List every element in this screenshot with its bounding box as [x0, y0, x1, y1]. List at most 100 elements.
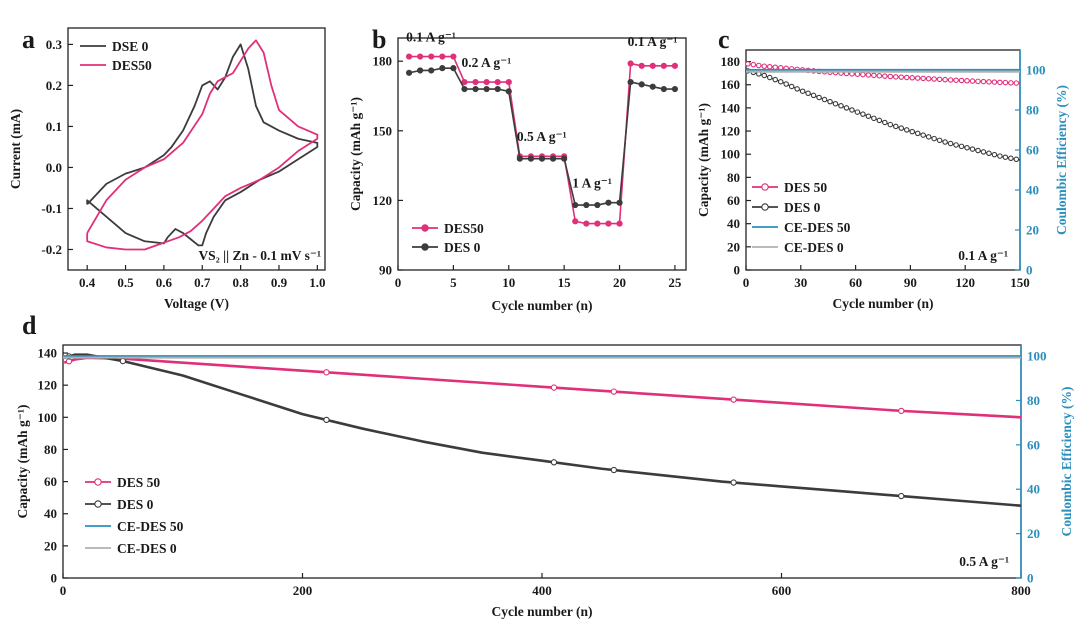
data-point-des50 [605, 220, 612, 227]
data-point-des50 [450, 53, 457, 60]
data-point-des0 [561, 155, 568, 162]
data-point-des50 [756, 62, 762, 69]
legend-des50-label: DES 50 [117, 475, 160, 490]
data-point-des50 [958, 77, 965, 84]
y2-tick-label: 0 [1026, 263, 1033, 278]
data-point-des50 [616, 220, 623, 227]
data-point-des50 [638, 62, 645, 69]
x-axis-label: Cycle number (n) [492, 604, 593, 619]
data-point-des0 [805, 90, 811, 97]
x-tick-label: 1.0 [309, 275, 325, 290]
data-point-des50 [865, 72, 872, 78]
data-point-des0 [991, 151, 998, 158]
data-point-des0 [638, 81, 645, 88]
y-tick-label: 0.2 [46, 78, 62, 93]
y-tick-label: 120 [721, 124, 741, 139]
data-point-des0 [958, 143, 965, 150]
data-point-des0 [550, 459, 558, 466]
x-tick-label: 0.8 [232, 275, 249, 290]
y-tick-label: 120 [38, 378, 58, 393]
data-point-des50 [627, 60, 634, 67]
data-point-des0 [849, 107, 855, 113]
x-tick-label: 5 [450, 275, 457, 290]
y-tick-label: 60 [727, 193, 740, 208]
x-tick-label: 60 [849, 275, 862, 290]
y2-tick-label: 80 [1026, 103, 1039, 118]
data-point-des50 [882, 73, 888, 79]
x-tick-label: 0 [743, 275, 750, 290]
data-point-des50 [494, 78, 501, 86]
x-tick-label: 0 [395, 275, 402, 290]
y-tick-label: 0.0 [46, 160, 62, 175]
y-axis-label: Capacity (mAh g⁻¹) [15, 405, 30, 519]
data-point-des50 [1002, 79, 1009, 86]
data-point-des0 [472, 85, 479, 93]
y2-tick-label: 20 [1026, 223, 1039, 238]
data-point-des0 [832, 100, 839, 107]
data-point-des0 [898, 492, 905, 500]
y2-tick-label: 40 [1027, 482, 1040, 497]
panel-label: d [22, 311, 37, 340]
legend-des50-label: DES50 [444, 221, 484, 236]
y2-axis-label: Coulombic Efficiency (%) [1054, 85, 1069, 235]
data-point-des50 [505, 78, 512, 86]
data-point-des50 [947, 77, 954, 83]
data-point-des50 [920, 75, 926, 82]
y-tick-label: 40 [44, 506, 57, 521]
y-tick-label: 0 [734, 263, 741, 278]
y-tick-label: 0.3 [46, 37, 63, 52]
y-axis-label: Current (mA) [8, 109, 23, 189]
data-point-des0 [777, 78, 784, 85]
data-point-des50 [323, 369, 330, 376]
data-point-des0 [860, 111, 866, 117]
data-point-des0 [887, 121, 894, 128]
data-point-des50 [1013, 80, 1020, 86]
data-point-des50 [572, 218, 579, 225]
x-tick-label: 90 [904, 275, 917, 290]
plot-frame [67, 27, 326, 271]
data-point-des50 [936, 76, 943, 83]
data-point-des0 [838, 103, 844, 109]
data-point-des50 [931, 76, 937, 82]
data-point-des50 [887, 73, 894, 80]
x-tick-label: 30 [794, 275, 807, 290]
data-point-des0 [323, 416, 330, 424]
data-point-des0 [605, 199, 612, 206]
legend-des0-marker [94, 500, 102, 508]
data-point-des0 [1013, 156, 1020, 163]
y-tick-label: 100 [721, 147, 741, 162]
data-point-des50 [772, 64, 778, 71]
data-point-des0 [975, 147, 981, 154]
annotation-rate: 0.1 A g⁻¹ [628, 34, 678, 49]
data-point-des50 [914, 75, 921, 81]
annotation-rate: 1 A g⁻¹ [572, 175, 612, 190]
data-point-des50 [980, 78, 987, 85]
data-point-des0 [450, 65, 457, 72]
data-point-des50 [903, 74, 910, 81]
data-point-des50 [610, 388, 617, 395]
data-point-des0 [942, 139, 948, 145]
legend-des0-marker [421, 243, 429, 251]
data-point-des0 [898, 125, 905, 131]
y2-tick-label: 0 [1027, 571, 1034, 586]
data-point-des0 [843, 105, 850, 111]
data-point-des50 [461, 78, 468, 86]
data-point-des0 [627, 78, 634, 86]
y-tick-label: 180 [721, 54, 741, 69]
series-line-des50 [86, 39, 319, 251]
panel-d: 0 200 400 600 800020406080100120140020406080… [15, 311, 1074, 619]
y-tick-label: 100 [38, 410, 58, 425]
panel-label: a [22, 25, 35, 54]
plot-frame [397, 37, 687, 271]
y-tick-label: 20 [44, 538, 57, 553]
y-axis-label: Capacity (mAh g⁻¹) [348, 97, 363, 211]
data-point-des50 [898, 74, 905, 80]
data-point-des50 [766, 63, 773, 70]
x-tick-label: 0.7 [194, 275, 211, 290]
data-point-des0 [483, 85, 490, 93]
legend-des0-label: DES 0 [784, 200, 821, 215]
data-point-des50 [671, 62, 679, 69]
legend-ce-des50-label: CE-DES 50 [784, 220, 851, 235]
data-point-des0 [1008, 155, 1014, 162]
x-tick-label: 0.6 [156, 275, 173, 290]
